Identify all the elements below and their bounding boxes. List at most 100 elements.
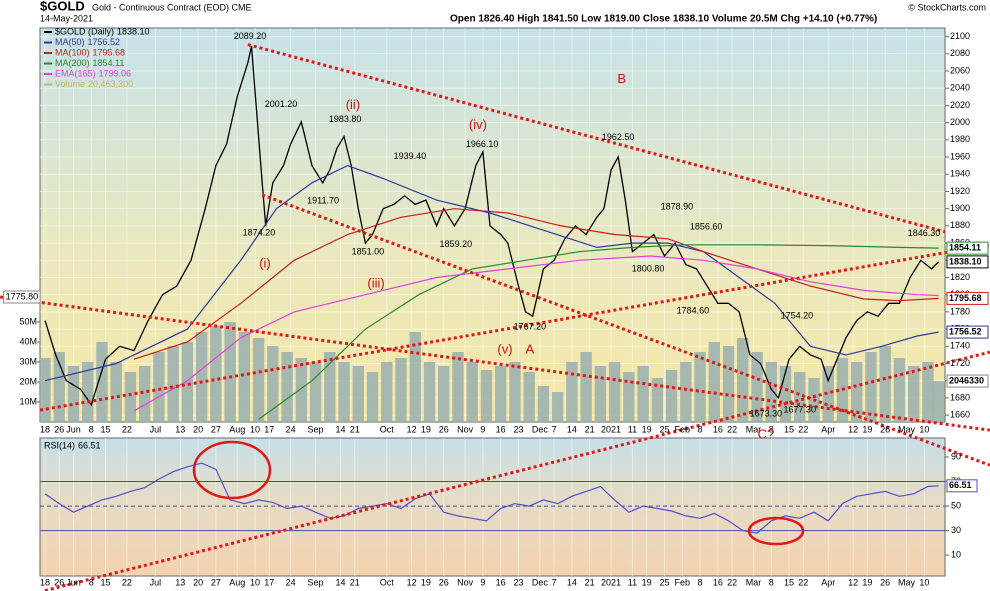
symbol: $GOLD (40, 0, 85, 13)
x-tick-label: Jun (66, 424, 81, 434)
price-annotation: 1775.80 (6, 291, 39, 301)
value-tag-label: 1795.68 (949, 293, 982, 303)
x-tick-label: 15 (784, 577, 794, 587)
date: 14-May-2021 (40, 13, 93, 23)
volume-bar (865, 352, 877, 422)
wave-label: (iii) (367, 275, 384, 290)
legend-value: 20,463,300 (88, 79, 133, 89)
legend-value: 66.51 (78, 440, 101, 450)
x-tick-label: 7 (552, 424, 557, 434)
x-tick-label: 26 (54, 577, 64, 587)
wave-label: (iv) (469, 117, 487, 132)
volume-bar (281, 352, 293, 422)
volume-bar (67, 366, 80, 422)
price-annotation: 1677.30 (783, 405, 816, 415)
volume-bar (751, 352, 763, 422)
rsi-layer (40, 438, 945, 576)
x-tick-label: Aug (229, 577, 245, 587)
volume-bar (395, 358, 407, 422)
volume-bar (224, 322, 236, 422)
x-tick-label: 13 (175, 424, 185, 434)
price-annotation: 1983.80 (329, 114, 362, 124)
legend-label: Volume (55, 79, 85, 89)
price-annotation: 1856.60 (690, 221, 723, 231)
x-tick-label: 26 (439, 424, 449, 434)
value-tag (946, 255, 989, 269)
x-tick-label: 19 (642, 424, 652, 434)
x-tick-label: 2021 (601, 577, 621, 587)
legend-value: 1795.68 (93, 47, 126, 57)
x-tick-label: Aug (229, 424, 245, 434)
y-tick-label: 1980 (950, 134, 970, 144)
y2-tick-label: 40M (19, 336, 37, 346)
price-annotation: 1874.20 (243, 227, 276, 237)
volume-bar (580, 352, 592, 422)
x-tick-label: 17 (264, 577, 274, 587)
volume-bar (922, 362, 934, 422)
legend-label: MA(100) (55, 47, 90, 57)
x-tick-label: 15 (100, 577, 110, 587)
price-layer (44, 45, 940, 420)
x-tick-label: 23 (513, 424, 523, 434)
y-tick-label: 2100 (950, 31, 970, 41)
x-tick-label: 21 (585, 577, 595, 587)
y-tick-label: 2080 (950, 48, 970, 58)
x-tick-label: Mar (746, 424, 762, 434)
x-tick-label: 15 (100, 424, 110, 434)
x-tick-label: Apr (821, 577, 835, 587)
x-tick-label: Jul (150, 424, 162, 434)
x-tick-label: 8 (698, 424, 703, 434)
x-tick-label: 10 (919, 424, 929, 434)
x-tick-label: 23 (513, 577, 523, 587)
volume-bar (737, 338, 749, 422)
x-tick-label: 12 (848, 424, 858, 434)
y-tick-label: 1940 (950, 169, 970, 179)
y2-tick-label: 10M (19, 396, 37, 406)
volume-bar (138, 366, 151, 422)
volume-bar (665, 370, 678, 422)
x-tick-label: 21 (585, 424, 595, 434)
x-tick-label: May (898, 577, 916, 587)
x-tick-label: Feb (675, 424, 691, 434)
x-tick-label: 10 (250, 424, 260, 434)
x-tick-label: 24 (286, 577, 296, 587)
x-tick-label: 26 (439, 577, 449, 587)
y2-tick-label: 30M (19, 356, 37, 366)
quote: Open 1826.40 High 1841.50 Low 1819.00 Cl… (450, 14, 877, 25)
volume-bar (96, 342, 108, 422)
x-tick-label: 7 (552, 577, 557, 587)
legend-value: 1838.10 (117, 26, 150, 36)
x-tick-label: Nov (457, 577, 474, 587)
legend-label: MA(50) (55, 37, 85, 47)
legend-label: $GOLD (Daily) (55, 26, 114, 36)
y-tick-label: 1880 (950, 220, 970, 230)
x-tick-label: 19 (862, 577, 872, 587)
price-annotation: 1673.30 (750, 409, 783, 419)
legend-value: 1756.52 (88, 37, 121, 47)
volume-bar (423, 362, 436, 422)
price-annotation: 1767.20 (514, 321, 547, 331)
value-tag (946, 374, 989, 388)
x-tick-label: 22 (122, 577, 132, 587)
x-tick-label: 22 (798, 577, 808, 587)
x-tick-label: 22 (727, 424, 737, 434)
series-line (44, 164, 939, 382)
x-tick-label: 22 (727, 577, 737, 587)
volume-bar (438, 366, 450, 422)
volume-bar (210, 326, 222, 422)
trendline-layer (0, 43, 990, 591)
x-tick-label: 8 (769, 424, 774, 434)
x-tick-label: Jun (66, 577, 81, 587)
x-tick-label: 14 (567, 424, 577, 434)
x-tick-label: 12 (407, 424, 417, 434)
x-tick-label: Sep (308, 424, 324, 434)
value-tag-label: 1756.52 (949, 326, 982, 336)
volume-bar (637, 366, 649, 422)
volume-bar (366, 372, 379, 422)
y-tick-label: 1740 (950, 341, 970, 351)
x-tick-label: 20 (193, 577, 203, 587)
y-tick-label: 1660 (950, 409, 970, 419)
series-line (258, 244, 939, 420)
